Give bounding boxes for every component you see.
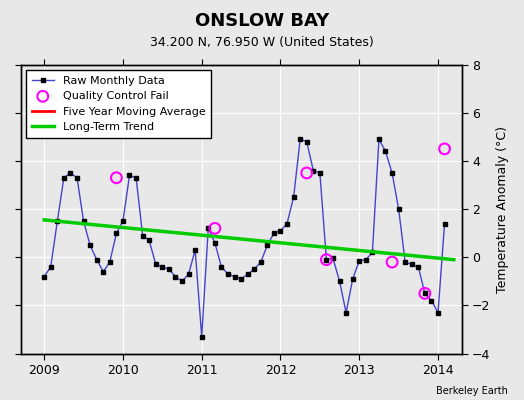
Legend: Raw Monthly Data, Quality Control Fail, Five Year Moving Average, Long-Term Tren: Raw Monthly Data, Quality Control Fail, …: [26, 70, 211, 138]
Quality Control Fail: [388, 259, 396, 265]
Quality Control Fail: [440, 146, 449, 152]
Raw Monthly Data: [290, 195, 297, 200]
Raw Monthly Data: [146, 238, 152, 243]
Y-axis label: Temperature Anomaly (°C): Temperature Anomaly (°C): [496, 126, 509, 292]
Quality Control Fail: [302, 170, 311, 176]
Quality Control Fail: [112, 174, 121, 181]
Raw Monthly Data: [41, 274, 47, 279]
Quality Control Fail: [322, 256, 331, 263]
Quality Control Fail: [421, 290, 429, 296]
Quality Control Fail: [211, 225, 219, 232]
Raw Monthly Data: [74, 175, 80, 180]
Raw Monthly Data: [297, 137, 303, 142]
Text: ONSLOW BAY: ONSLOW BAY: [195, 12, 329, 30]
Raw Monthly Data: [120, 219, 126, 224]
Raw Monthly Data: [199, 334, 205, 339]
Raw Monthly Data: [402, 260, 408, 264]
Raw Monthly Data: [245, 272, 251, 276]
Text: Berkeley Earth: Berkeley Earth: [436, 386, 508, 396]
Raw Monthly Data: [441, 221, 447, 226]
Text: 34.200 N, 76.950 W (United States): 34.200 N, 76.950 W (United States): [150, 36, 374, 49]
Line: Raw Monthly Data: Raw Monthly Data: [42, 137, 446, 339]
